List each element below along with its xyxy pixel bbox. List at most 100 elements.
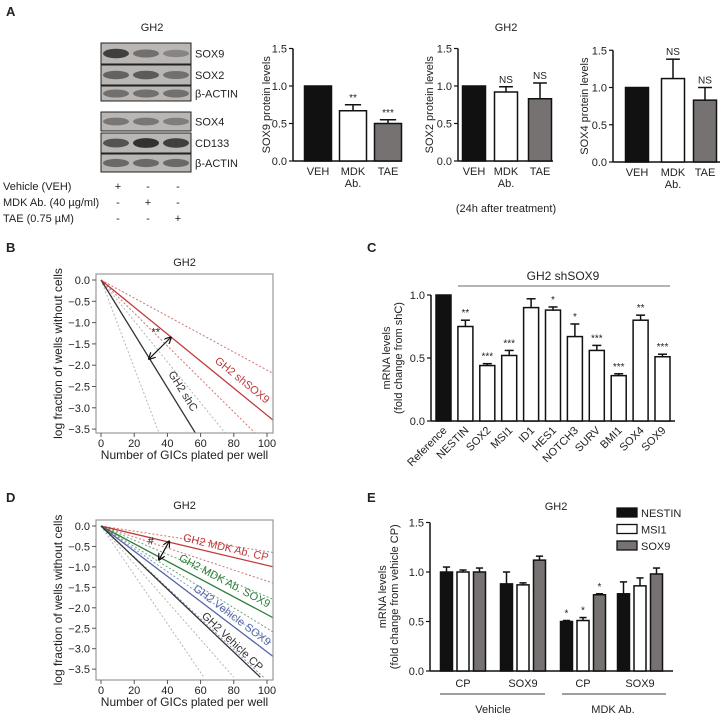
confidence-line	[100, 525, 273, 553]
panel-label-a: A	[6, 4, 16, 19]
x-tick-label: CP	[455, 678, 470, 690]
legend-item: MSI1	[616, 523, 667, 537]
bar	[532, 559, 547, 672]
bar	[373, 122, 403, 162]
bar	[592, 594, 607, 672]
x-tick-label: Ab.	[345, 178, 362, 190]
blot-band	[163, 49, 189, 58]
x-tick-label: 100	[258, 438, 276, 450]
x-tick-label: SOX9	[508, 678, 537, 690]
series-line	[100, 525, 273, 619]
y-tick-label: −3.0	[68, 644, 90, 656]
blot-band	[103, 117, 129, 126]
confidence-line	[100, 525, 205, 678]
significance-label: *	[551, 295, 555, 306]
bar-chart-c: GH2 shSOX90.00.51.0Reference**NESTIN***S…	[381, 269, 675, 469]
blot-band	[133, 70, 159, 80]
blot-band	[163, 138, 189, 148]
blot-band	[133, 49, 159, 58]
treatment-sign: -	[146, 181, 150, 193]
significance-label: NS	[666, 47, 680, 58]
blot-band	[133, 117, 159, 126]
bar-chart-e: GH2 0.0 0.5 1.0 1.5 CP SOX9 * * * CP SOX9 Vehicle MDK…	[377, 501, 681, 716]
treatment-sign: -	[146, 213, 150, 225]
x-tick-label: 60	[194, 438, 206, 450]
y-tick-label: 1.0	[409, 567, 424, 579]
y-tick-label: 0.0	[410, 416, 425, 428]
significance-label: **	[151, 326, 160, 338]
bar	[559, 620, 574, 672]
western-blot: SOX9 SOX2 β-ACTIN SOX4 CD133 β-ACTIN Vehicle (…	[3, 42, 238, 225]
blot-band	[103, 48, 129, 59]
treatment-sign: -	[116, 213, 120, 225]
y-axis-label: mRNA levels	[381, 326, 393, 389]
comparison-arrow	[149, 338, 171, 359]
blot-band	[133, 138, 159, 148]
blot-strip	[100, 111, 192, 132]
y-tick-label: 0.5	[272, 119, 287, 131]
y-tick-label: −1.0	[68, 318, 90, 330]
significance-label: NS	[698, 76, 712, 87]
series-line	[100, 525, 261, 678]
bar	[472, 571, 487, 672]
x-tick-label: 20	[128, 438, 140, 450]
significance-label: NS	[533, 71, 547, 82]
bar	[338, 110, 368, 162]
y-tick-label: −0.5	[68, 541, 90, 553]
x-tick-label: 60	[194, 685, 206, 697]
bar	[654, 355, 671, 422]
significance-label: ***	[591, 333, 603, 344]
y-tick-label: 0.5	[409, 617, 424, 629]
x-tick-label: SURV	[573, 424, 603, 454]
blot-title: GH2	[141, 22, 164, 34]
comparison-arrow	[159, 542, 169, 560]
significance-label: *	[581, 606, 585, 617]
series-line	[100, 279, 197, 433]
y-tick-label: 0.5	[437, 119, 452, 131]
legend-label: NESTIN	[641, 508, 681, 520]
blot-band	[133, 89, 159, 98]
confidence-line	[100, 525, 273, 600]
confidence-line	[100, 279, 273, 374]
bar	[479, 364, 496, 422]
bar	[435, 294, 452, 422]
blot-row-label: β-ACTIN	[195, 158, 238, 170]
x-tick-label: MDK	[494, 166, 519, 178]
chart-title: GH2	[173, 500, 196, 512]
significance-label: **	[462, 308, 470, 319]
x-tick-label: 0	[98, 438, 104, 450]
x-tick-label: SOX9	[625, 678, 654, 690]
bar	[457, 325, 474, 422]
bar	[566, 335, 584, 422]
significance-label: ***	[481, 352, 493, 363]
treatment-sign: +	[175, 213, 181, 225]
series-label: GH2 shSOX9	[212, 355, 271, 406]
treatment-sign: -	[116, 197, 120, 209]
blot-row-label: SOX4	[195, 117, 224, 129]
blot-band	[103, 158, 129, 168]
series-line	[100, 279, 273, 421]
y-tick-label: 0.5	[592, 120, 607, 132]
x-tick-label: VEH	[626, 167, 649, 179]
y-tick-label: −3.0	[68, 403, 90, 415]
x-tick-label: 0	[98, 685, 104, 697]
confidence-line	[100, 279, 256, 433]
bar	[588, 349, 606, 422]
blot-band	[103, 89, 129, 98]
y-tick-label: −1.5	[68, 339, 90, 351]
significance-label: #	[148, 535, 155, 547]
confidence-line	[100, 525, 273, 633]
blot-row-label: CD133	[195, 138, 229, 150]
bar	[649, 573, 664, 672]
x-tick-label: TAE	[378, 166, 399, 178]
y-axis-label: mRNA levels	[377, 565, 389, 628]
confidence-line	[100, 525, 235, 678]
x-tick-label: Ab.	[665, 179, 682, 191]
group-label: MDK Ab.	[591, 704, 634, 716]
treatment-sign: +	[115, 181, 121, 193]
panel-a-note: (24h after treatment)	[456, 203, 556, 215]
y-axis-label: SOX2 protein levels	[424, 56, 436, 154]
y-axis-label: log fraction of wells without cells	[51, 268, 65, 439]
line-plot-b: GH2 GH2 shC GH2 shSOX9 0 20 40 60 80 100 0.0 −0.5 −…	[51, 257, 276, 462]
